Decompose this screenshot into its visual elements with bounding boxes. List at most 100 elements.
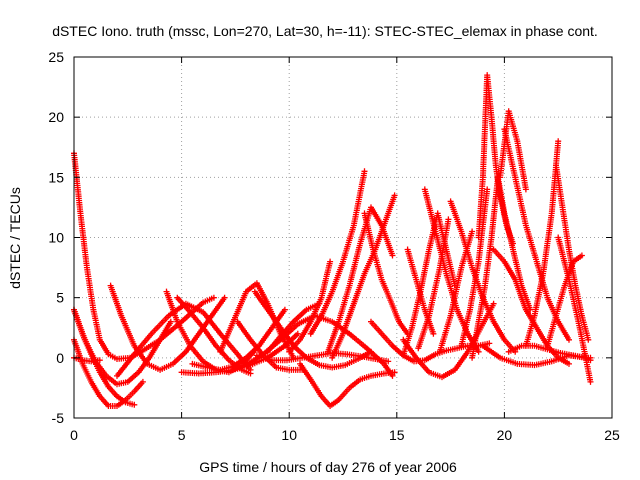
data-series	[286, 258, 334, 355]
data-point	[116, 404, 119, 407]
data-point	[402, 354, 405, 357]
data-point	[380, 224, 383, 227]
data-point	[415, 278, 418, 281]
data-point	[542, 272, 545, 275]
series-markers	[71, 354, 103, 365]
data-point	[477, 320, 480, 323]
data-point	[165, 290, 168, 293]
data-point	[460, 266, 463, 269]
data-series	[475, 72, 516, 247]
y-tick-label: 5	[56, 290, 64, 306]
series-markers	[71, 150, 217, 362]
data-point	[589, 356, 592, 359]
data-point	[512, 248, 515, 251]
data-point	[512, 242, 515, 245]
data-point	[419, 290, 422, 293]
data-point	[503, 338, 506, 341]
data-point	[206, 366, 209, 369]
data-point	[219, 350, 222, 353]
data-point	[471, 356, 474, 359]
data-point	[490, 116, 493, 119]
data-point	[176, 296, 179, 299]
data-point	[133, 403, 136, 406]
data-point	[449, 314, 452, 317]
data-point	[141, 349, 144, 352]
data-point	[481, 344, 484, 347]
data-point	[440, 376, 443, 379]
data-point	[79, 212, 82, 215]
data-point	[279, 335, 282, 338]
data-point	[270, 359, 273, 362]
data-point	[189, 311, 192, 314]
data-point	[587, 338, 590, 341]
data-point	[236, 353, 239, 356]
data-point	[514, 176, 517, 179]
data-series	[217, 280, 297, 361]
ticks: 0 5 10 15 20 25 -5 0 5 10 15 20 25	[48, 49, 620, 443]
data-point	[184, 350, 187, 353]
data-point	[460, 344, 463, 347]
data-point	[116, 358, 119, 361]
data-series	[361, 210, 411, 337]
y-tick-label: 20	[48, 109, 64, 125]
data-points	[71, 72, 594, 409]
data-point	[286, 359, 289, 362]
data-point	[283, 308, 286, 311]
data-point	[580, 254, 583, 257]
data-point	[456, 347, 459, 350]
data-point	[363, 212, 366, 215]
data-point	[520, 284, 523, 287]
data-point	[397, 320, 400, 323]
data-point	[197, 332, 200, 335]
data-point	[266, 350, 269, 353]
data-series	[71, 354, 103, 365]
data-point	[318, 364, 321, 367]
data-point	[316, 354, 319, 357]
data-point	[406, 248, 409, 251]
data-point	[535, 260, 538, 263]
data-point	[352, 224, 355, 227]
y-axis-label: dSTEC / TECUs	[7, 187, 23, 289]
data-point	[262, 353, 265, 356]
data-point	[81, 362, 84, 365]
data-point	[348, 332, 351, 335]
data-point	[296, 332, 299, 335]
data-point	[492, 320, 495, 323]
data-point	[369, 206, 372, 209]
data-point	[557, 236, 560, 239]
data-point	[382, 372, 385, 375]
data-point	[137, 371, 140, 374]
data-point	[232, 368, 235, 371]
data-point	[176, 320, 179, 323]
data-point	[141, 380, 144, 383]
data-point	[524, 308, 527, 311]
data-point	[561, 206, 564, 209]
x-tick-label: 0	[70, 427, 78, 443]
data-point	[445, 349, 448, 352]
data-point	[331, 290, 334, 293]
data-point	[98, 359, 101, 362]
data-point	[98, 371, 101, 374]
data-point	[486, 74, 489, 77]
data-point	[359, 242, 362, 245]
data-point	[292, 320, 295, 323]
data-point	[331, 356, 334, 359]
data-point	[557, 140, 560, 143]
data-point	[85, 266, 88, 269]
data-point	[124, 398, 127, 401]
data-point	[133, 344, 136, 347]
data-point	[326, 350, 329, 353]
data-point	[481, 176, 484, 179]
data-point	[359, 378, 362, 381]
data-point	[574, 284, 577, 287]
data-point	[167, 314, 170, 317]
data-point	[197, 372, 200, 375]
data-point	[236, 320, 239, 323]
data-point	[232, 320, 235, 323]
data-point	[189, 344, 192, 347]
data-point	[372, 248, 375, 251]
data-point	[223, 296, 226, 299]
data-point	[533, 344, 536, 347]
data-point	[488, 342, 491, 345]
data-point	[309, 332, 312, 335]
